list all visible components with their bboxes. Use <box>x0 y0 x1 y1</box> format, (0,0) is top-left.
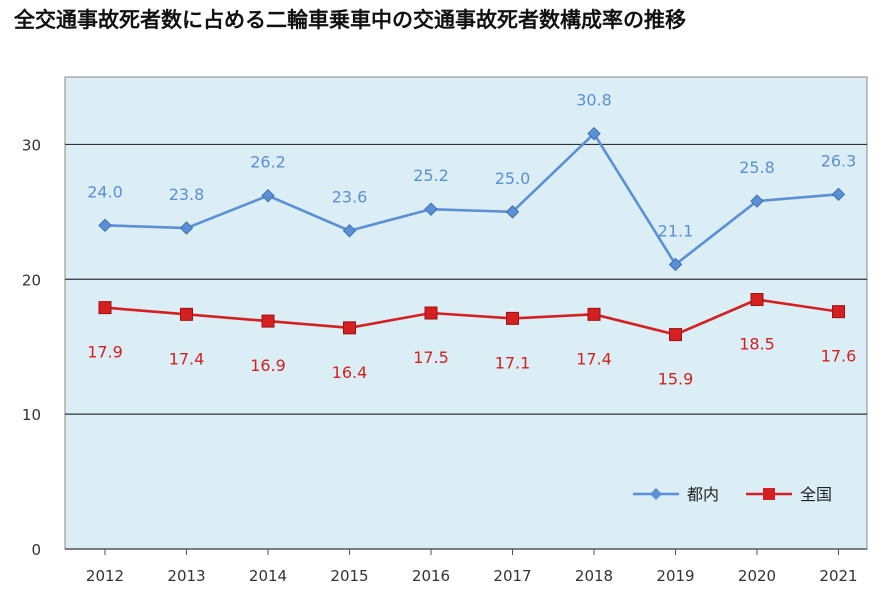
data-point <box>342 224 357 238</box>
data-point <box>668 257 683 272</box>
x-tick-label: 2012 <box>86 567 124 585</box>
data-label: 17.6 <box>821 347 857 366</box>
data-point <box>98 301 112 315</box>
x-tick-label: 2017 <box>493 567 531 585</box>
data-label: 17.4 <box>576 349 612 368</box>
data-label: 30.8 <box>576 91 612 110</box>
chart-title: 全交通事故死者数に占める二輪車乗車中の交通事故死者数構成率の推移 <box>14 8 686 32</box>
legend-marker <box>650 488 662 500</box>
data-point <box>750 293 764 307</box>
x-axis-ticks: 2012 2013 2014 2015 2016 2017 2018 2019 2020 2021 <box>86 549 858 585</box>
data-label: 25.8 <box>739 158 775 177</box>
legend: 都内 全国 <box>633 485 832 504</box>
data-point <box>424 306 438 320</box>
data-label: 17.4 <box>169 349 205 368</box>
data-label: 25.0 <box>495 169 531 188</box>
data-label: 23.6 <box>332 188 368 207</box>
data-label: 17.5 <box>413 348 449 367</box>
data-label: 18.5 <box>739 335 775 354</box>
data-point <box>98 218 112 233</box>
data-label: 25.2 <box>413 166 449 185</box>
x-tick-label: 2021 <box>819 567 857 585</box>
data-label: 26.3 <box>821 151 857 170</box>
data-label: 17.1 <box>495 353 531 372</box>
data-point <box>669 328 682 342</box>
data-point <box>180 307 193 321</box>
legend-marker <box>763 488 775 500</box>
data-label: 16.9 <box>250 356 286 375</box>
data-point <box>587 307 601 321</box>
data-point <box>261 314 275 328</box>
data-label: 26.2 <box>250 153 286 172</box>
x-tick-label: 2015 <box>330 567 368 585</box>
gridlines <box>65 143 867 550</box>
data-point <box>831 187 846 202</box>
data-point <box>506 311 519 325</box>
plot-area <box>64 76 868 550</box>
legend-label: 全国 <box>800 485 832 504</box>
y-tick-label: 20 <box>22 271 41 289</box>
data-label: 15.9 <box>658 370 694 389</box>
y-axis-ticks: 0 10 20 30 <box>22 136 41 559</box>
data-point <box>750 194 764 208</box>
x-tick-label: 2013 <box>167 567 205 585</box>
x-tick-label: 2020 <box>738 567 776 585</box>
data-label: 17.9 <box>87 343 123 362</box>
data-point <box>343 321 356 335</box>
data-point <box>505 205 520 219</box>
series-lines <box>98 126 846 342</box>
series-line-都内 <box>104 131 839 267</box>
y-tick-label: 0 <box>31 541 41 559</box>
y-tick-label: 30 <box>22 136 41 154</box>
data-label: 16.4 <box>332 363 368 382</box>
series-line-全国 <box>104 298 839 336</box>
data-label: 24.0 <box>87 182 123 201</box>
legend-label: 都内 <box>687 485 719 504</box>
y-tick-label: 10 <box>22 406 41 424</box>
x-tick-label: 2014 <box>249 567 287 585</box>
x-tick-label: 2018 <box>575 567 613 585</box>
data-point <box>261 188 275 203</box>
data-point <box>832 305 845 319</box>
data-label: 21.1 <box>658 221 694 240</box>
data-labels: 24.0 23.8 26.2 23.6 25.2 25.0 30.8 21.1 25.8 26.3… <box>87 91 856 389</box>
data-point <box>587 126 601 141</box>
x-tick-label: 2019 <box>656 567 694 585</box>
data-point <box>424 202 438 216</box>
data-label: 23.8 <box>169 185 205 204</box>
x-tick-label: 2016 <box>412 567 450 585</box>
data-point <box>179 221 194 235</box>
